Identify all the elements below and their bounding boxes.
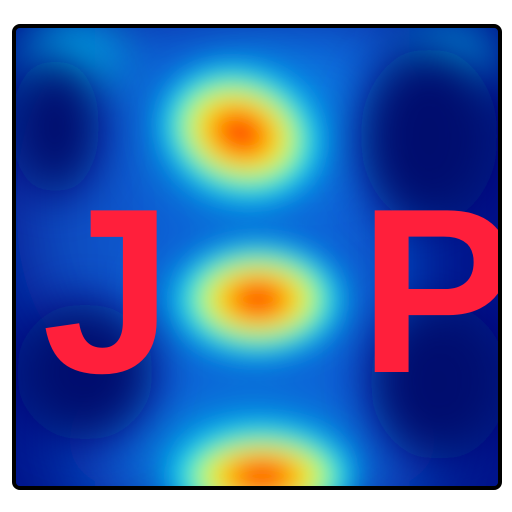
logo-letter-j: J — [42, 159, 173, 422]
logo-tile: J P — [12, 24, 502, 490]
heatmap-background — [16, 28, 498, 486]
logo-letter-p: P — [359, 159, 502, 422]
